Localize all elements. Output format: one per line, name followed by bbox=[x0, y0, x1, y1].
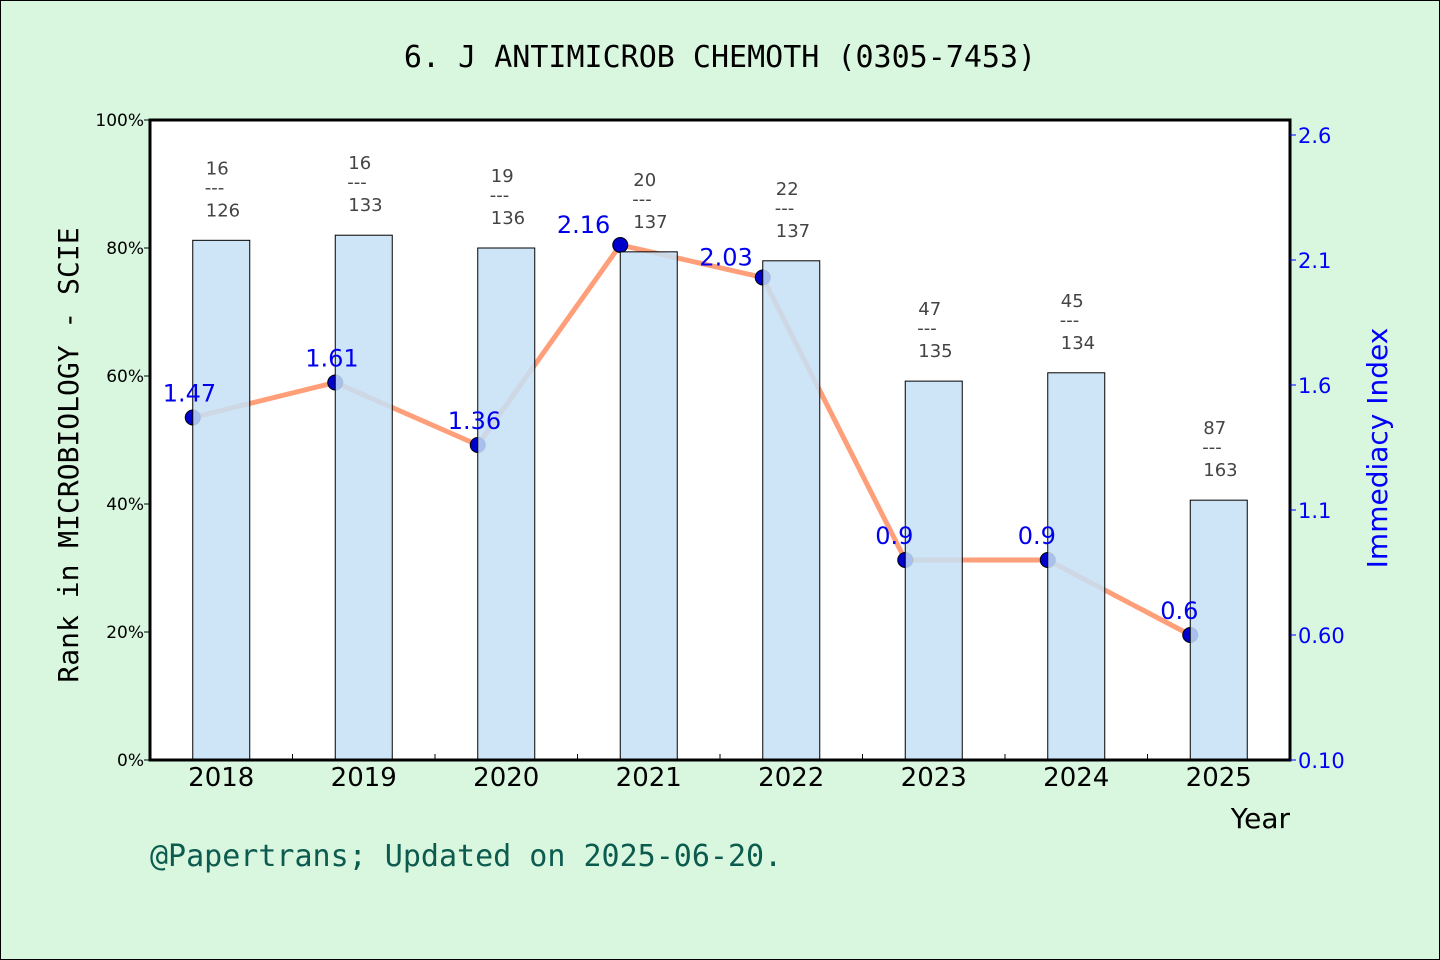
rank-separator: --- bbox=[917, 318, 937, 339]
rank-label: 47 bbox=[918, 299, 941, 320]
line-value-label: 2.16 bbox=[557, 211, 610, 239]
total-label: 126 bbox=[206, 200, 240, 221]
y2-tick-label: 2.6 bbox=[1298, 124, 1331, 148]
x-tick-label: 2018 bbox=[188, 763, 254, 793]
y-tick-label: 40% bbox=[106, 495, 144, 515]
rank-label: 16 bbox=[348, 153, 371, 174]
rank-label: 20 bbox=[633, 170, 656, 191]
line-value-label: 0.9 bbox=[875, 522, 913, 550]
y-tick-label: 100% bbox=[95, 111, 144, 131]
rank-separator: --- bbox=[775, 198, 795, 219]
rank-label: 19 bbox=[491, 166, 514, 187]
rank-bar bbox=[334, 234, 393, 761]
rank-bar bbox=[762, 260, 821, 761]
rank-separator: --- bbox=[1060, 310, 1080, 331]
y-tick-label: 20% bbox=[106, 623, 144, 643]
x-tick-label: 2022 bbox=[758, 763, 824, 793]
y-tick-label: 80% bbox=[106, 239, 144, 259]
x-tick-label: 2023 bbox=[901, 763, 967, 793]
x-axis-label: Year bbox=[1230, 802, 1291, 835]
x-tick-label: 2020 bbox=[473, 763, 539, 793]
total-label: 135 bbox=[918, 341, 952, 362]
y2-axis-label: Immediacy Index bbox=[1361, 328, 1394, 569]
rank-label: 16 bbox=[206, 158, 229, 179]
y-tick-label: 0% bbox=[117, 751, 144, 771]
line-value-label: 1.61 bbox=[305, 345, 358, 373]
y2-tick-label: 1.6 bbox=[1298, 374, 1331, 398]
x-tick-label: 2021 bbox=[616, 763, 682, 793]
rank-bar bbox=[1189, 499, 1248, 761]
y2-tick-label: 0.60 bbox=[1298, 624, 1345, 648]
y-axis-label: Rank in MICROBIOLOGY - SCIE bbox=[52, 227, 85, 682]
rank-bar bbox=[192, 239, 251, 761]
line-value-label: 1.36 bbox=[448, 407, 501, 435]
y2-tick-label: 0.10 bbox=[1298, 749, 1345, 773]
rank-label: 87 bbox=[1203, 418, 1226, 439]
plot-area bbox=[150, 120, 1290, 760]
footer-credit: @Papertrans; Updated on 2025-06-20. bbox=[150, 839, 782, 874]
y2-tick-label: 2.1 bbox=[1298, 249, 1331, 273]
rank-bar bbox=[904, 380, 963, 761]
rank-label: 45 bbox=[1061, 291, 1084, 312]
total-label: 136 bbox=[491, 208, 525, 229]
x-tick-label: 2019 bbox=[331, 763, 397, 793]
line-value-label: 0.9 bbox=[1018, 522, 1056, 550]
total-label: 137 bbox=[633, 212, 667, 233]
y2-tick-label: 1.1 bbox=[1298, 499, 1331, 523]
chart-title: 6. J ANTIMICROB CHEMOTH (0305-7453) bbox=[404, 40, 1036, 75]
rank-separator: --- bbox=[632, 189, 652, 210]
x-tick-label: 2024 bbox=[1043, 763, 1109, 793]
rank-separator: --- bbox=[1202, 437, 1222, 458]
rank-separator: --- bbox=[347, 172, 367, 193]
line-value-label: 2.03 bbox=[699, 244, 752, 272]
rank-separator: --- bbox=[205, 177, 225, 198]
rank-label: 22 bbox=[776, 179, 799, 200]
line-value-label: 1.47 bbox=[163, 380, 216, 408]
total-label: 133 bbox=[348, 195, 382, 216]
total-label: 137 bbox=[776, 221, 810, 242]
x-tick-label: 2025 bbox=[1186, 763, 1252, 793]
rank-separator: --- bbox=[490, 185, 510, 206]
line-marker bbox=[612, 237, 629, 253]
rank-bar bbox=[477, 247, 536, 761]
total-label: 134 bbox=[1061, 333, 1095, 354]
rank-bar bbox=[619, 251, 678, 761]
y-tick-label: 60% bbox=[106, 367, 144, 387]
total-label: 163 bbox=[1203, 460, 1237, 481]
line-value-label: 0.6 bbox=[1160, 597, 1198, 625]
rank-bar bbox=[1047, 372, 1106, 761]
